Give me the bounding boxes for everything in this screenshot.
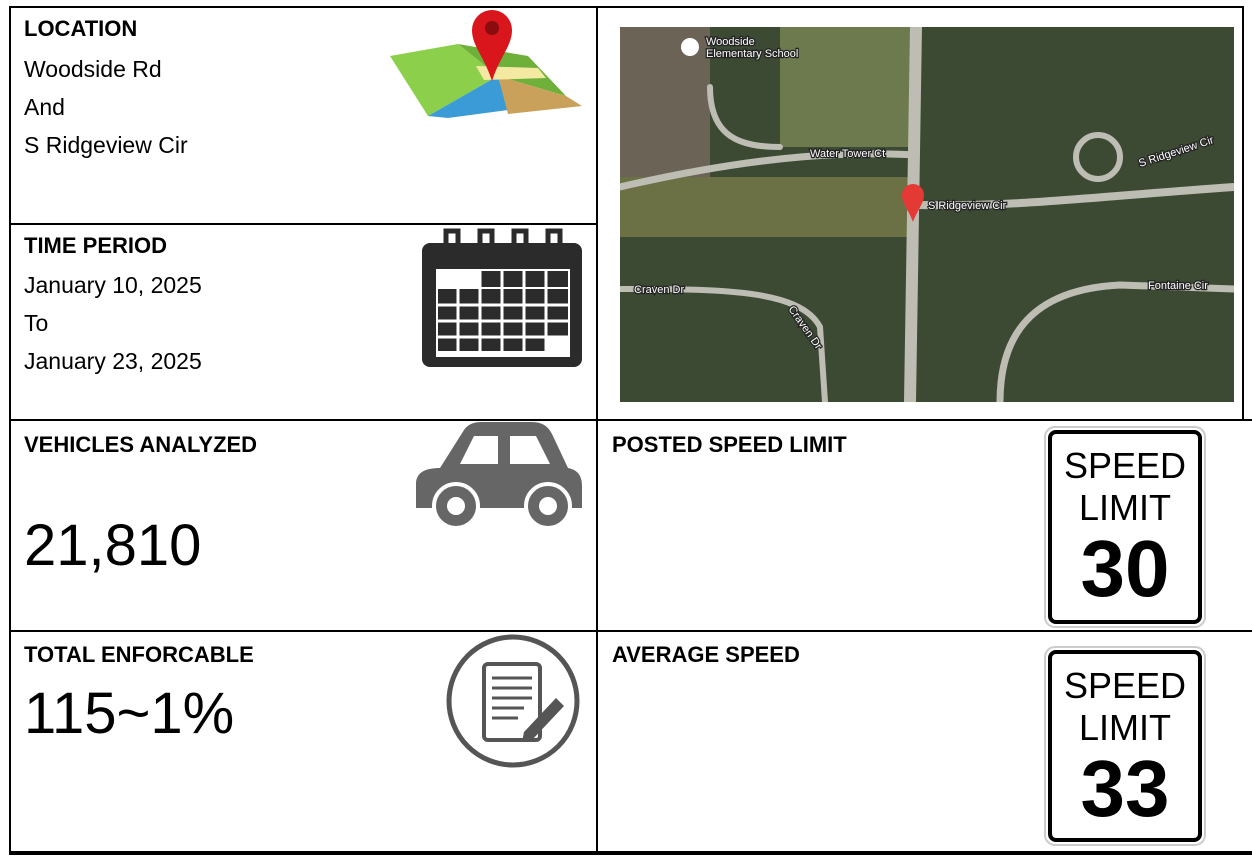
heading: TIME PERIOD — [24, 233, 167, 259]
map: Woodside Elementary School Water Tower C… — [620, 27, 1234, 402]
speed-sign: SPEED LIMIT 30 — [1044, 426, 1206, 628]
border — [9, 419, 1252, 421]
border — [596, 6, 598, 853]
page: LOCATION Woodside Rd And S Ridgeview Cir… — [0, 0, 1252, 857]
text: S Ridgeview Cir — [24, 126, 188, 164]
sign-text: LIMIT — [1079, 487, 1171, 528]
border — [9, 630, 1252, 632]
text: January 10, 2025 — [24, 266, 202, 304]
text: Woodside Rd — [24, 50, 162, 88]
heading: AVERAGE SPEED — [612, 642, 800, 668]
car-icon — [412, 422, 584, 530]
sign-text: SPEED — [1064, 445, 1186, 486]
map-label: Fontaine Cir — [1148, 280, 1208, 292]
border — [9, 6, 1244, 8]
sign-text: LIMIT — [1079, 707, 1171, 748]
map-label: S Ridgeview Cir — [928, 200, 1007, 212]
map-label: Craven Dr — [634, 284, 684, 296]
map-label: Woodside — [706, 36, 755, 48]
value: 21,810 — [24, 512, 201, 579]
heading: TOTAL ENFORCABLE — [24, 642, 254, 668]
map-icon — [388, 6, 584, 120]
heading: POSTED SPEED LIMIT — [612, 432, 847, 458]
border — [9, 6, 11, 853]
text: And — [24, 88, 65, 126]
heading: LOCATION — [24, 16, 137, 42]
border — [1242, 6, 1244, 421]
sign-number: 33 — [1081, 744, 1170, 833]
map-label: Water Tower Ct — [810, 148, 885, 160]
text: To — [24, 304, 48, 342]
speed-sign: SPEED LIMIT 33 — [1044, 646, 1206, 846]
value: 115~1% — [24, 680, 234, 747]
calendar-icon — [420, 225, 584, 369]
heading: VEHICLES ANALYZED — [24, 432, 257, 458]
document-icon — [444, 632, 584, 770]
map-label: Elementary School — [706, 48, 798, 60]
sign-text: SPEED — [1064, 665, 1186, 706]
text: January 23, 2025 — [24, 342, 202, 380]
border — [9, 851, 1252, 855]
sign-number: 30 — [1081, 524, 1170, 613]
